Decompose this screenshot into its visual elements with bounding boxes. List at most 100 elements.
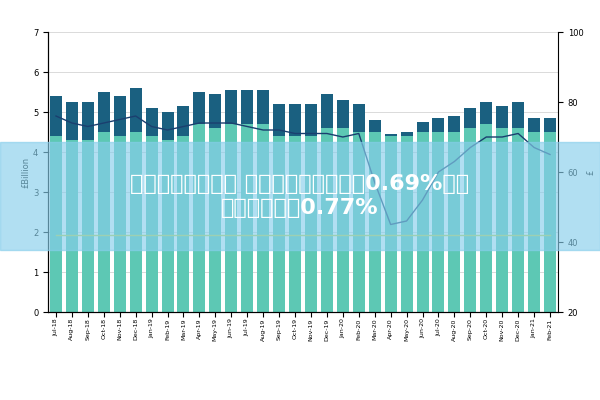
Average Credit Card Expenditure (RHS) (515, 131, 522, 136)
Bar (433, 132, 445, 312)
Average Debit Card PoS Expenditure (RHS) (323, 232, 331, 237)
Bar (528, 118, 540, 132)
Average Credit Card Expenditure (RHS) (244, 124, 251, 129)
Bar (401, 136, 413, 312)
Average Debit Card PoS Expenditure (RHS) (419, 232, 426, 237)
Bar (512, 128, 524, 312)
Average Debit Card PoS Expenditure (RHS) (84, 232, 91, 237)
Bar (209, 128, 221, 312)
Bar (528, 132, 540, 312)
Bar (544, 132, 556, 312)
Bar (273, 136, 285, 312)
Average Debit Card PoS Expenditure (RHS) (52, 232, 59, 237)
Average Credit Card Expenditure (RHS) (307, 131, 314, 136)
Average Credit Card Expenditure (RHS) (132, 114, 139, 118)
Average Credit Card Expenditure (RHS) (180, 124, 187, 129)
Average Credit Card Expenditure (RHS) (482, 134, 490, 140)
Bar (82, 140, 94, 312)
Average Credit Card Expenditure (RHS) (435, 170, 442, 174)
Bar (321, 128, 333, 312)
Average Debit Card PoS Expenditure (RHS) (244, 232, 251, 237)
Bar (385, 134, 397, 136)
Bar (544, 118, 556, 132)
Bar (82, 102, 94, 140)
Average Credit Card Expenditure (RHS) (339, 134, 346, 140)
Bar (130, 88, 142, 132)
Average Debit Card PoS Expenditure (RHS) (530, 232, 538, 237)
Y-axis label: £: £ (586, 169, 595, 175)
Average Credit Card Expenditure (RHS) (451, 159, 458, 164)
Bar (257, 124, 269, 312)
Average Debit Card PoS Expenditure (RHS) (212, 232, 219, 237)
Bar (161, 140, 173, 312)
Bar (98, 132, 110, 312)
Average Debit Card PoS Expenditure (RHS) (499, 232, 506, 237)
Bar (161, 112, 173, 140)
Bar (496, 106, 508, 128)
Bar (66, 102, 78, 140)
Bar (353, 132, 365, 312)
Bar (226, 90, 237, 124)
Average Credit Card Expenditure (RHS) (371, 180, 379, 185)
Average Debit Card PoS Expenditure (RHS) (68, 232, 76, 237)
Y-axis label: £Billion: £Billion (21, 156, 30, 188)
Average Credit Card Expenditure (RHS) (323, 131, 331, 136)
Bar (496, 128, 508, 312)
Average Debit Card PoS Expenditure (RHS) (132, 232, 139, 237)
Bar (369, 132, 380, 312)
Average Debit Card PoS Expenditure (RHS) (467, 232, 474, 237)
Bar (50, 136, 62, 312)
Average Debit Card PoS Expenditure (RHS) (355, 232, 362, 237)
Average Debit Card PoS Expenditure (RHS) (403, 232, 410, 237)
Average Debit Card PoS Expenditure (RHS) (371, 232, 379, 237)
Bar (241, 90, 253, 124)
Bar (50, 96, 62, 136)
Average Debit Card PoS Expenditure (RHS) (164, 232, 171, 237)
Average Debit Card PoS Expenditure (RHS) (482, 232, 490, 237)
Average Debit Card PoS Expenditure (RHS) (227, 232, 235, 237)
Average Debit Card PoS Expenditure (RHS) (275, 232, 283, 237)
Average Credit Card Expenditure (RHS) (84, 124, 91, 129)
Bar (448, 116, 460, 132)
Average Debit Card PoS Expenditure (RHS) (387, 232, 394, 237)
Bar (512, 102, 524, 128)
Bar (209, 94, 221, 128)
Bar (98, 92, 110, 132)
Bar (226, 124, 237, 312)
Bar (289, 104, 301, 136)
Bar (416, 122, 428, 132)
Average Credit Card Expenditure (RHS) (260, 128, 267, 132)
Bar (114, 136, 125, 312)
Text: 炒股杠杆怎么收费 香港恒生指数开盘消0.69%，恒
生科技指数消0.77%: 炒股杠杆怎么收费 香港恒生指数开盘消0.69%，恒 生科技指数消0.77% (130, 174, 470, 218)
Average Debit Card PoS Expenditure (RHS) (515, 232, 522, 237)
Average Credit Card Expenditure (RHS) (116, 117, 124, 122)
Bar (337, 100, 349, 128)
Average Debit Card PoS Expenditure (RHS) (435, 232, 442, 237)
Average Debit Card PoS Expenditure (RHS) (307, 232, 314, 237)
Average Credit Card Expenditure (RHS) (52, 114, 59, 118)
Average Credit Card Expenditure (RHS) (419, 198, 426, 202)
Average Credit Card Expenditure (RHS) (387, 222, 394, 227)
Bar (193, 92, 205, 124)
Average Credit Card Expenditure (RHS) (148, 124, 155, 129)
Bar (178, 136, 190, 312)
Bar (337, 128, 349, 312)
Average Credit Card Expenditure (RHS) (499, 134, 506, 140)
Bar (321, 94, 333, 128)
Average Credit Card Expenditure (RHS) (164, 128, 171, 132)
Average Credit Card Expenditure (RHS) (403, 218, 410, 223)
Average Debit Card PoS Expenditure (RHS) (260, 232, 267, 237)
Average Debit Card PoS Expenditure (RHS) (180, 232, 187, 237)
Bar (114, 96, 125, 136)
Bar (289, 136, 301, 312)
Average Debit Card PoS Expenditure (RHS) (292, 232, 299, 237)
Average Debit Card PoS Expenditure (RHS) (196, 232, 203, 237)
Average Debit Card PoS Expenditure (RHS) (339, 232, 346, 237)
Line: Average Credit Card Expenditure (RHS): Average Credit Card Expenditure (RHS) (56, 116, 550, 224)
Average Credit Card Expenditure (RHS) (196, 121, 203, 126)
Bar (464, 108, 476, 128)
Average Credit Card Expenditure (RHS) (212, 121, 219, 126)
Bar (305, 136, 317, 312)
Bar (481, 124, 492, 312)
Bar (416, 132, 428, 312)
